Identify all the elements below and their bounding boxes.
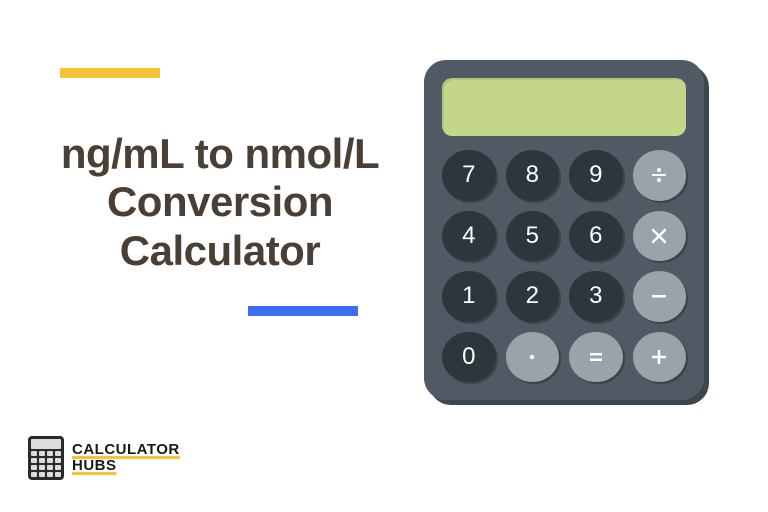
calc-key-dot — [506, 332, 560, 383]
calc-key-8: 8 — [506, 150, 560, 201]
calc-key-multiply — [633, 211, 687, 262]
calc-key-minus — [633, 271, 687, 322]
calc-key-4: 4 — [442, 211, 496, 262]
accent-bar-blue — [248, 306, 358, 316]
calculator-illustration: 789 456 123 0 — [424, 60, 704, 400]
calc-key-divide — [633, 150, 687, 201]
calculator-logo-icon — [28, 436, 64, 480]
calc-key-1: 1 — [442, 271, 496, 322]
calculator-display — [442, 78, 686, 136]
brand-name: CALCULATOR HUBS — [72, 442, 180, 474]
calc-key-5: 5 — [506, 211, 560, 262]
brand-line2: HUBS — [72, 458, 180, 474]
calculator-keypad: 789 456 123 0 — [442, 150, 686, 382]
brand-line1: CALCULATOR — [72, 442, 180, 458]
page-title: ng/mL to nmol/L Conversion Calculator — [20, 130, 420, 275]
calc-key-7: 7 — [442, 150, 496, 201]
brand-logo: CALCULATOR HUBS — [28, 436, 180, 480]
calc-key-plus — [633, 332, 687, 383]
calc-key-9: 9 — [569, 150, 623, 201]
calc-key-2: 2 — [506, 271, 560, 322]
calc-key-equals — [569, 332, 623, 383]
accent-bar-yellow — [60, 68, 160, 78]
calc-key-6: 6 — [569, 211, 623, 262]
calc-key-0: 0 — [442, 332, 496, 383]
calc-key-3: 3 — [569, 271, 623, 322]
